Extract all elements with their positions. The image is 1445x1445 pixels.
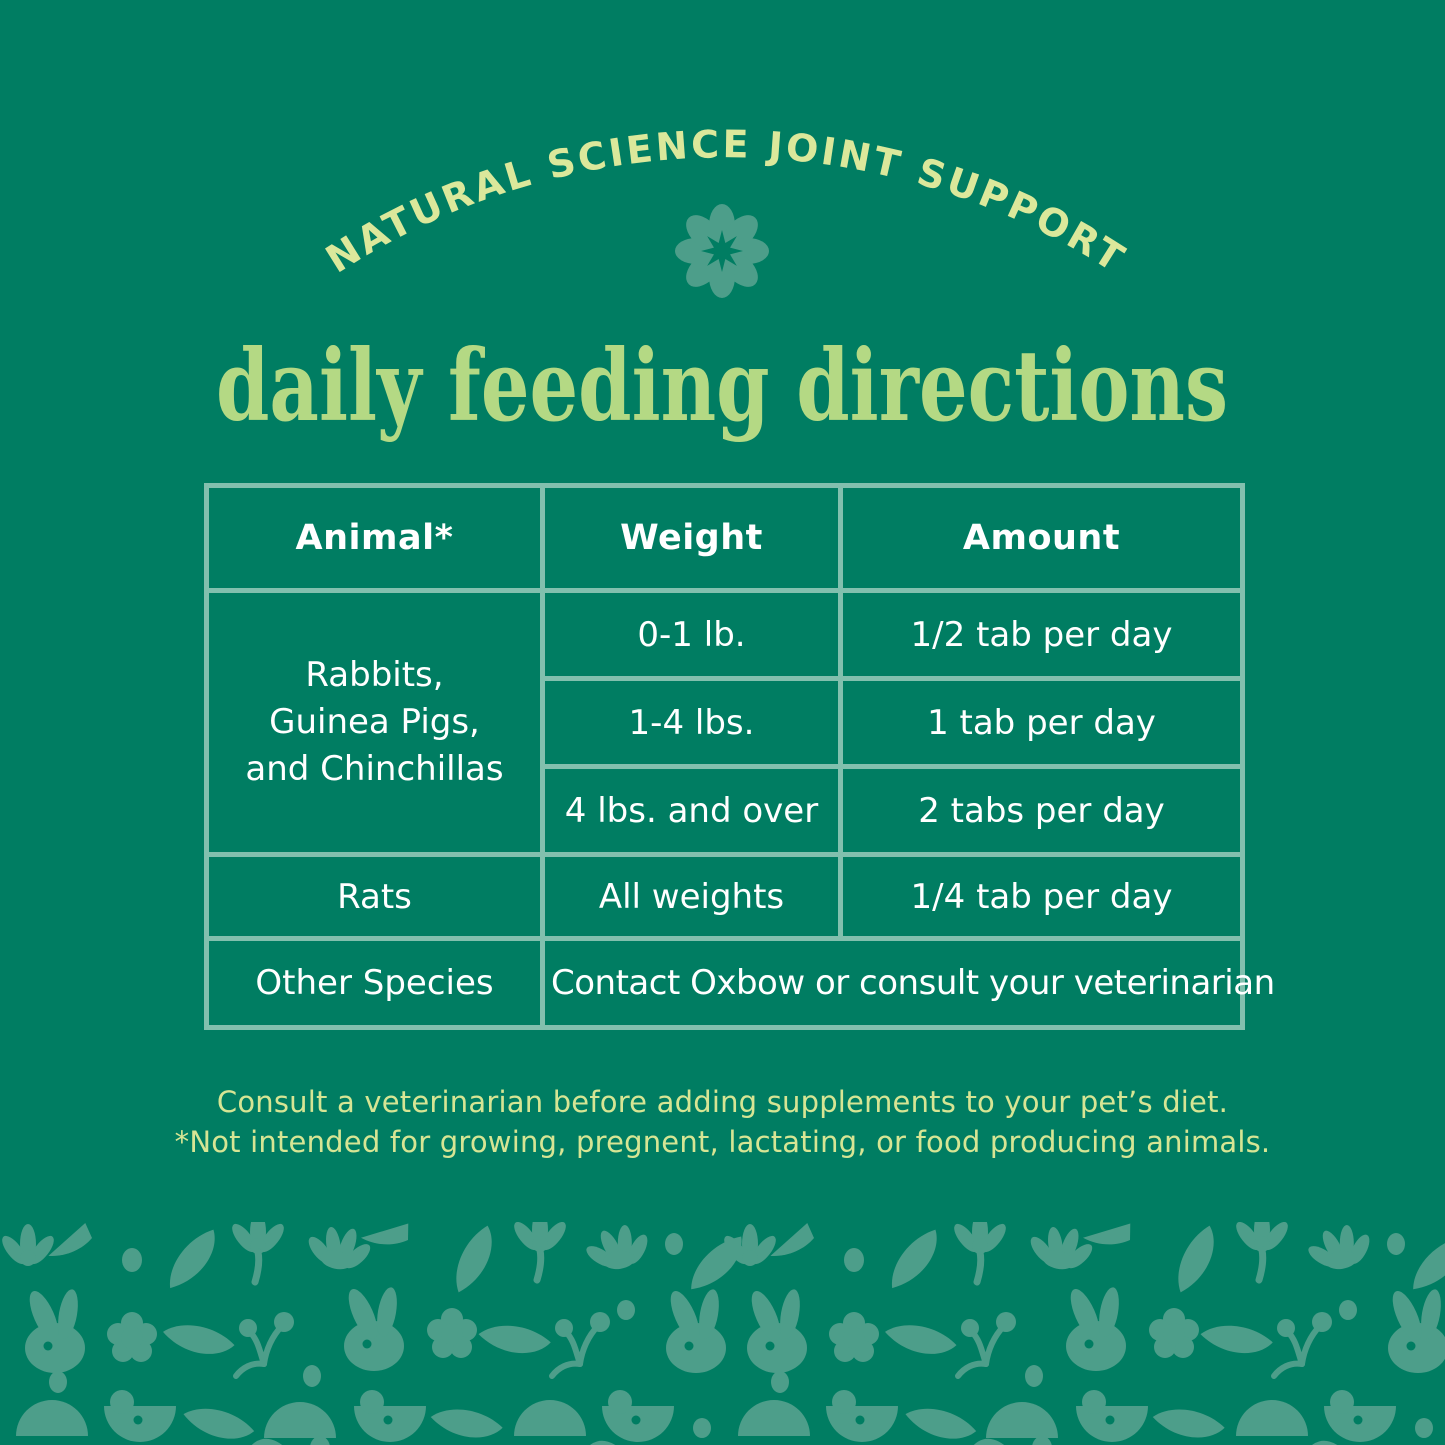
amount-cell: 1/2 tab per day	[838, 588, 1245, 681]
title-banner: daily feeding directions	[216, 329, 1228, 444]
amount-cell: 2 tabs per day	[838, 764, 1245, 857]
other-species-instruction-cell: Contact Oxbow or consult your veterinari…	[540, 936, 1275, 1030]
star-cutout	[701, 230, 743, 272]
page-title: daily feeding directions	[216, 329, 1228, 444]
footnote-line-1: Consult a veterinarian before adding sup…	[216, 1085, 1229, 1119]
table-row: Rabbits, Guinea Pigs, and Chinchillas 0-…	[204, 588, 1245, 857]
weight-cell: 4 lbs. and over	[540, 764, 843, 857]
column-header-amount: Amount	[838, 483, 1245, 593]
footnote-line-2: *Not intended for growing, pregnent, lac…	[174, 1125, 1271, 1159]
column-header-animal: Animal*	[204, 483, 545, 593]
column-header-weight: Weight	[540, 483, 843, 593]
table-row: Other Species Contact Oxbow or consult y…	[204, 936, 1275, 1030]
amount-cell: 1/4 tab per day	[838, 852, 1245, 941]
animal-cell-other-species: Other Species	[204, 936, 545, 1030]
table-row: Rats All weights 1/4 tab per day	[204, 852, 1245, 941]
animal-cell-rabbits-group: Rabbits, Guinea Pigs, and Chinchillas	[204, 588, 545, 857]
animal-cell-rats: Rats	[204, 852, 545, 941]
feeding-table: Animal* Weight Amount Rabbits, Guinea Pi…	[204, 483, 1275, 1030]
flower-icon	[675, 204, 769, 298]
flower-petals	[675, 204, 769, 298]
weight-cell: 0-1 lb.	[540, 588, 843, 681]
weight-cell: 1-4 lbs.	[540, 676, 843, 769]
footnotes: Consult a veterinarian before adding sup…	[0, 1082, 1445, 1162]
amount-cell: 1 tab per day	[838, 676, 1245, 769]
weight-cell: All weights	[540, 852, 843, 941]
table-row: 1-4 lbs. 1 tab per day	[207, 676, 1245, 769]
table-row: 4 lbs. and over 2 tabs per day	[207, 764, 1245, 857]
table-header-row: Animal* Weight Amount	[204, 483, 1245, 593]
decorative-pattern-band	[0, 1222, 1445, 1445]
